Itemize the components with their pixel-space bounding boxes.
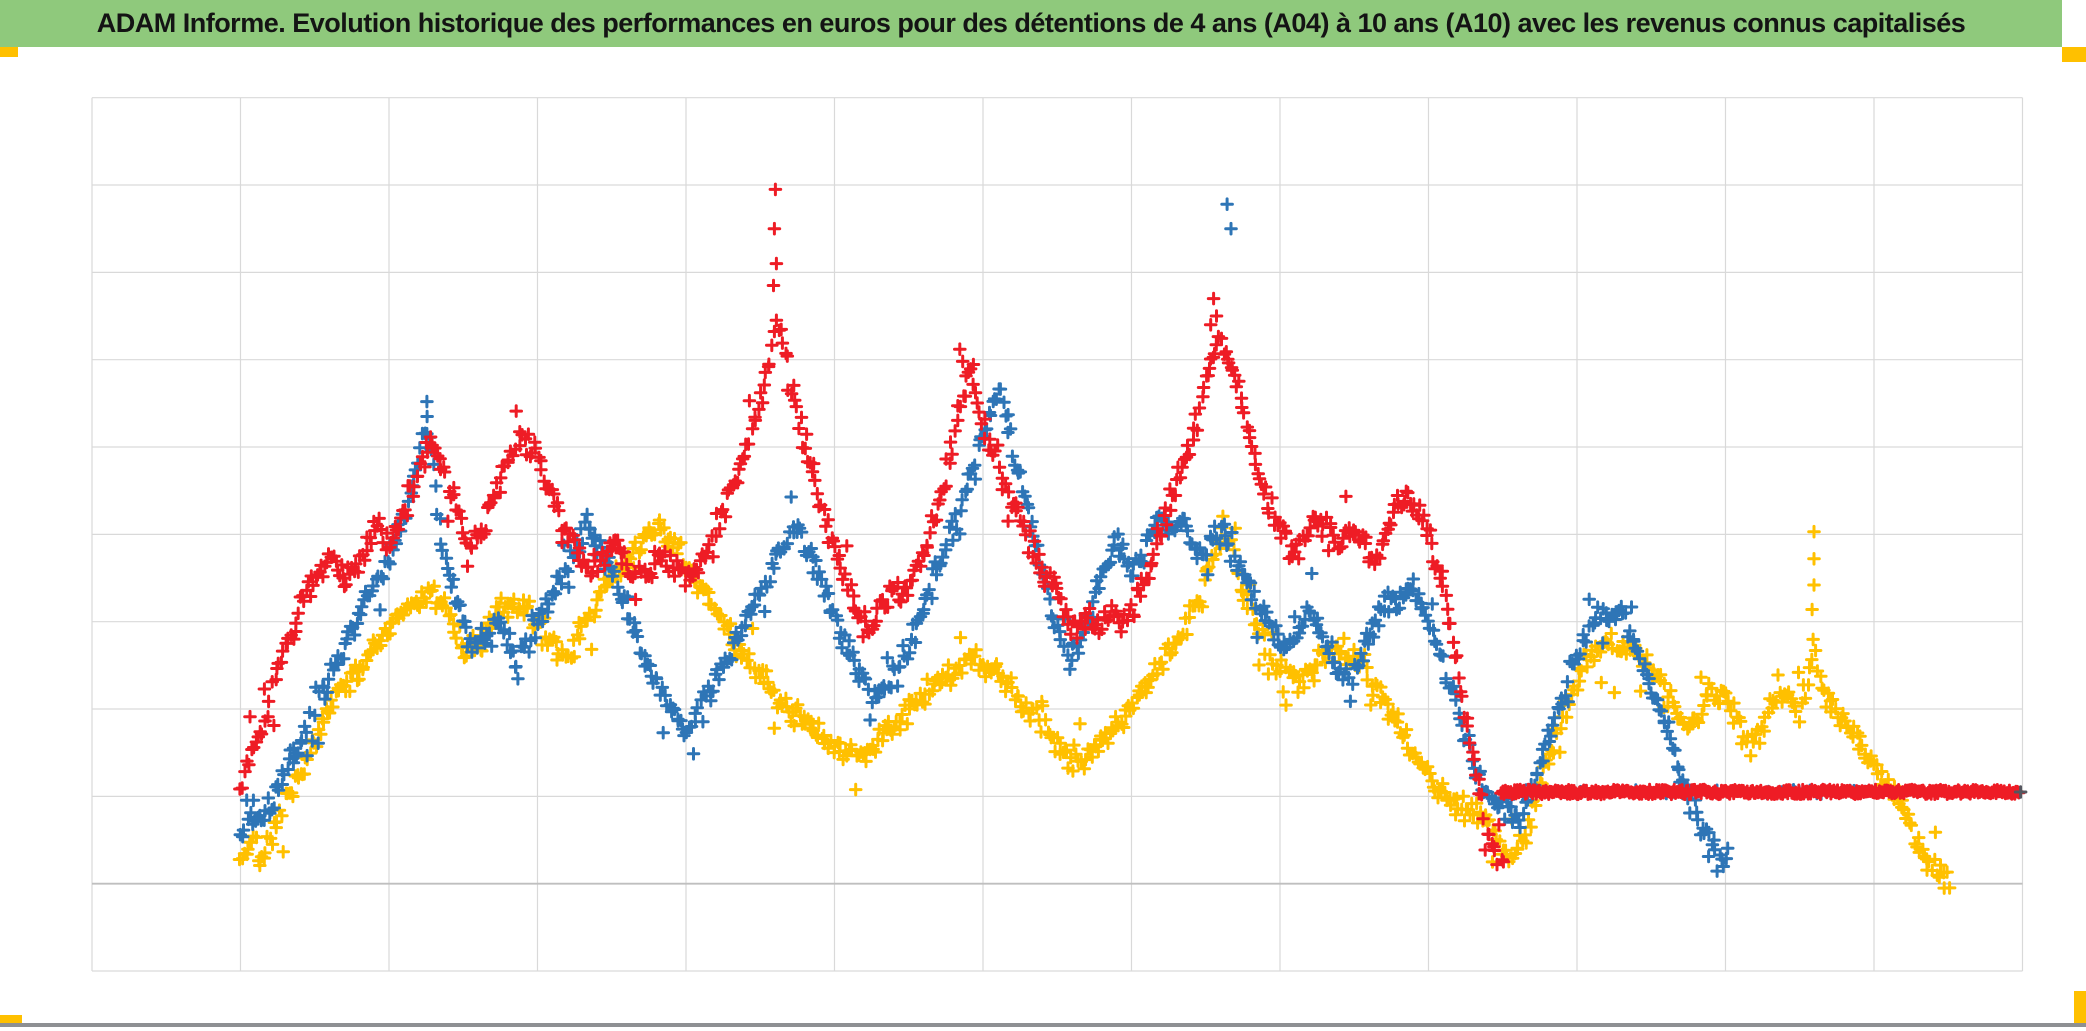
accent-mark-top-right (2062, 47, 2086, 62)
accent-mark-top-left (0, 47, 18, 57)
series-blue-points (233, 197, 1873, 878)
series-red-flat-run-end-tip (2013, 785, 2028, 799)
series-gold-points (232, 509, 1957, 895)
accent-mark-bottom-right (2074, 991, 2086, 1025)
slide-title: ADAM Informe. Evolution historique des p… (96, 8, 1966, 38)
bottom-rule (0, 1023, 2086, 1027)
accent-mark-bottom-left (0, 1015, 22, 1025)
title-bar: ADAM Informe. Evolution historique des p… (0, 0, 2062, 47)
series-red-points (233, 182, 2026, 872)
